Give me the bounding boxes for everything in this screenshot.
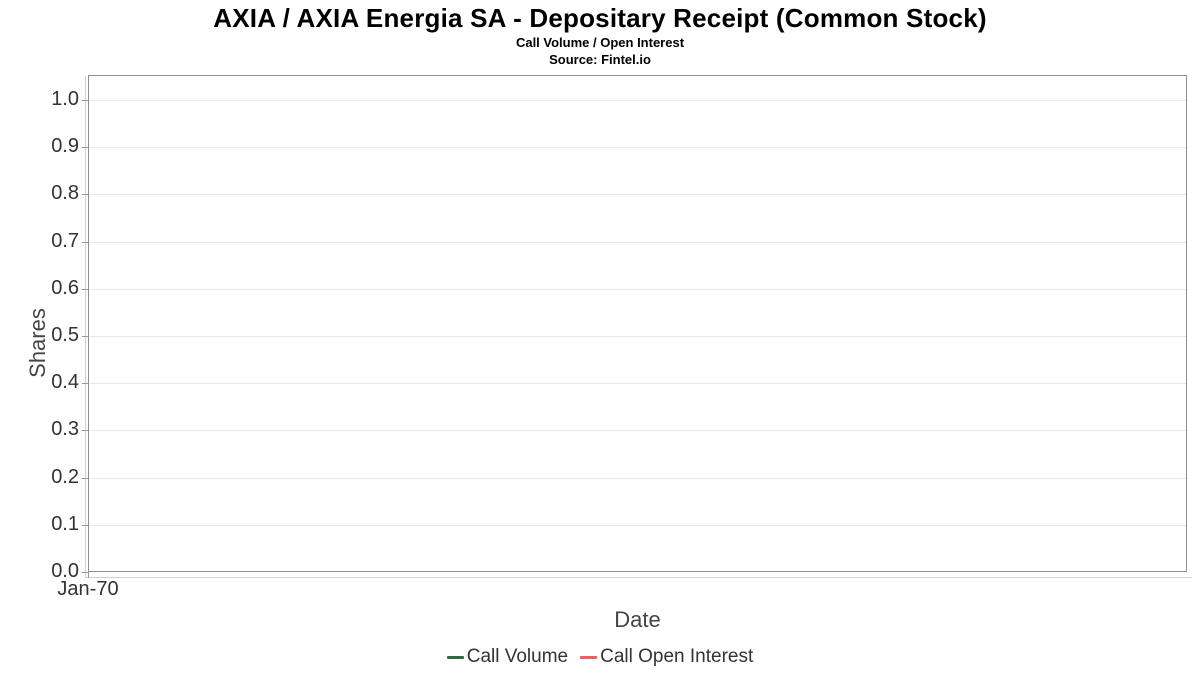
- y-axis-tick-mark: [82, 572, 88, 573]
- legend-series-label: Call Volume: [466, 646, 569, 667]
- x-axis-title: Date: [614, 607, 661, 632]
- gridline: [89, 194, 1186, 196]
- x-tick-label: Jan-70: [57, 578, 119, 600]
- chart-title: AXIA / AXIA Energia SA - Depositary Rece…: [213, 3, 987, 33]
- y-tick-label: 0.8: [51, 182, 79, 205]
- legend-series-label: Call Open Interest: [600, 646, 754, 667]
- x-axis-line: [85, 577, 1192, 578]
- y-tick-label: 0.1: [51, 512, 79, 535]
- y-axis-tick-mark: [82, 430, 88, 432]
- y-tick-label: 0.3: [51, 418, 79, 441]
- gridline: [89, 241, 1186, 243]
- y-axis-tick-mark: [82, 524, 88, 526]
- gridline: [89, 100, 1186, 101]
- y-tick-label: 0.7: [51, 229, 79, 252]
- y-axis-line: [85, 76, 86, 578]
- y-tick-label: 0.5: [51, 324, 79, 346]
- gridline: [89, 147, 1186, 149]
- legend-item[interactable]: Call Open Interest: [580, 646, 753, 668]
- y-axis-tick-mark: [82, 383, 88, 385]
- legend-item[interactable]: Call Volume: [446, 646, 569, 668]
- y-tick-label: 0.4: [51, 371, 79, 394]
- y-tick-label: 0.6: [51, 276, 79, 299]
- gridline: [89, 477, 1186, 479]
- legend-series-swatch: [446, 655, 464, 659]
- y-axis-tick-mark: [82, 336, 88, 337]
- legend-series-swatch: [580, 655, 598, 659]
- y-tick-label: 0.9: [51, 135, 79, 158]
- gridline: [89, 430, 1186, 432]
- chart-subtitle: Call Volume / Open Interest: [515, 35, 685, 50]
- plot-area: [82, 75, 1192, 578]
- y-axis-tick-mark: [82, 241, 88, 243]
- chart-source-credit: Source: Fintel.io: [549, 52, 651, 67]
- y-tick-label: 0.0: [51, 560, 79, 582]
- y-tick-label: 1.0: [51, 88, 79, 110]
- gridline: [89, 288, 1186, 290]
- y-axis-tick-mark: [82, 194, 88, 196]
- gridline: [89, 383, 1186, 385]
- gridline: [89, 524, 1186, 526]
- legend: Call Volume Call Open Interest: [0, 646, 1200, 668]
- y-axis-tick-mark: [82, 288, 88, 290]
- y-axis-tick-mark: [82, 147, 88, 149]
- gridline: [89, 336, 1186, 337]
- y-axis-tick-mark: [82, 100, 88, 101]
- x-axis-tick-mark: [88, 572, 89, 578]
- y-tick-label: 0.2: [51, 465, 79, 488]
- y-axis-tick-mark: [82, 477, 88, 479]
